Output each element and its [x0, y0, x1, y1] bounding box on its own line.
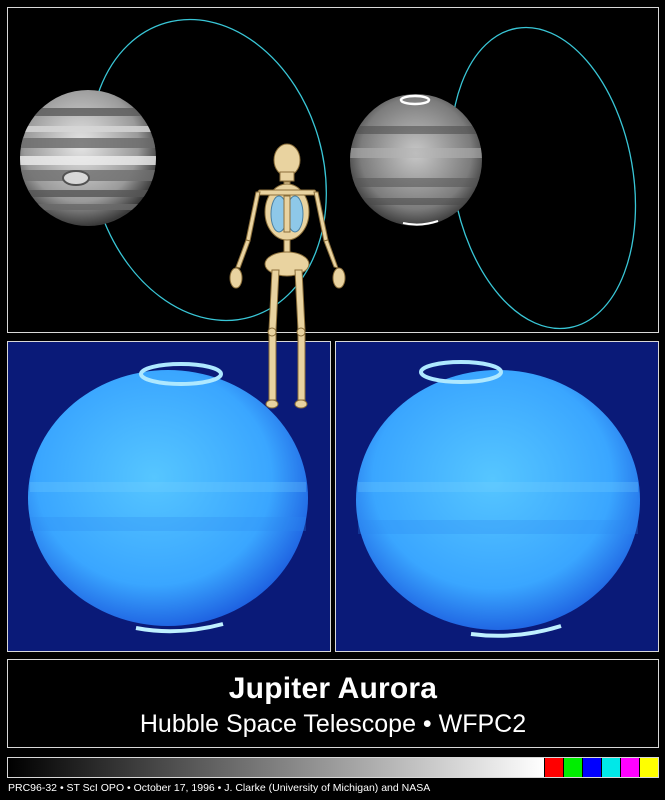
swatch-cyan — [601, 758, 620, 777]
swatch-red — [544, 758, 563, 777]
top-image-panel — [7, 7, 659, 333]
aurora-image-left — [7, 341, 331, 652]
credit-line: PRC96-32 • ST ScI OPO • October 17, 1996… — [8, 782, 431, 794]
jupiter-visible-image — [20, 90, 156, 226]
aurora-image-right — [335, 341, 659, 652]
jupiter-ultraviolet-image — [350, 94, 482, 226]
subtitle: Hubble Space Telescope • WFPC2 — [139, 710, 527, 738]
title: Jupiter Aurora — [228, 672, 438, 705]
title-box: Jupiter Aurora Hubble Space Telescope • … — [7, 659, 659, 748]
jupiter-overview-graphic — [20, 18, 637, 330]
swatch-magenta — [620, 758, 639, 777]
swatch-blue — [582, 758, 601, 777]
swatch-yellow — [639, 758, 658, 777]
jupiter-aurora-blue-left — [28, 362, 308, 634]
grayscale-gradient — [8, 758, 544, 777]
swatch-green — [563, 758, 582, 777]
jupiter-aurora-blue-right — [356, 360, 640, 638]
colorbar — [7, 757, 659, 778]
